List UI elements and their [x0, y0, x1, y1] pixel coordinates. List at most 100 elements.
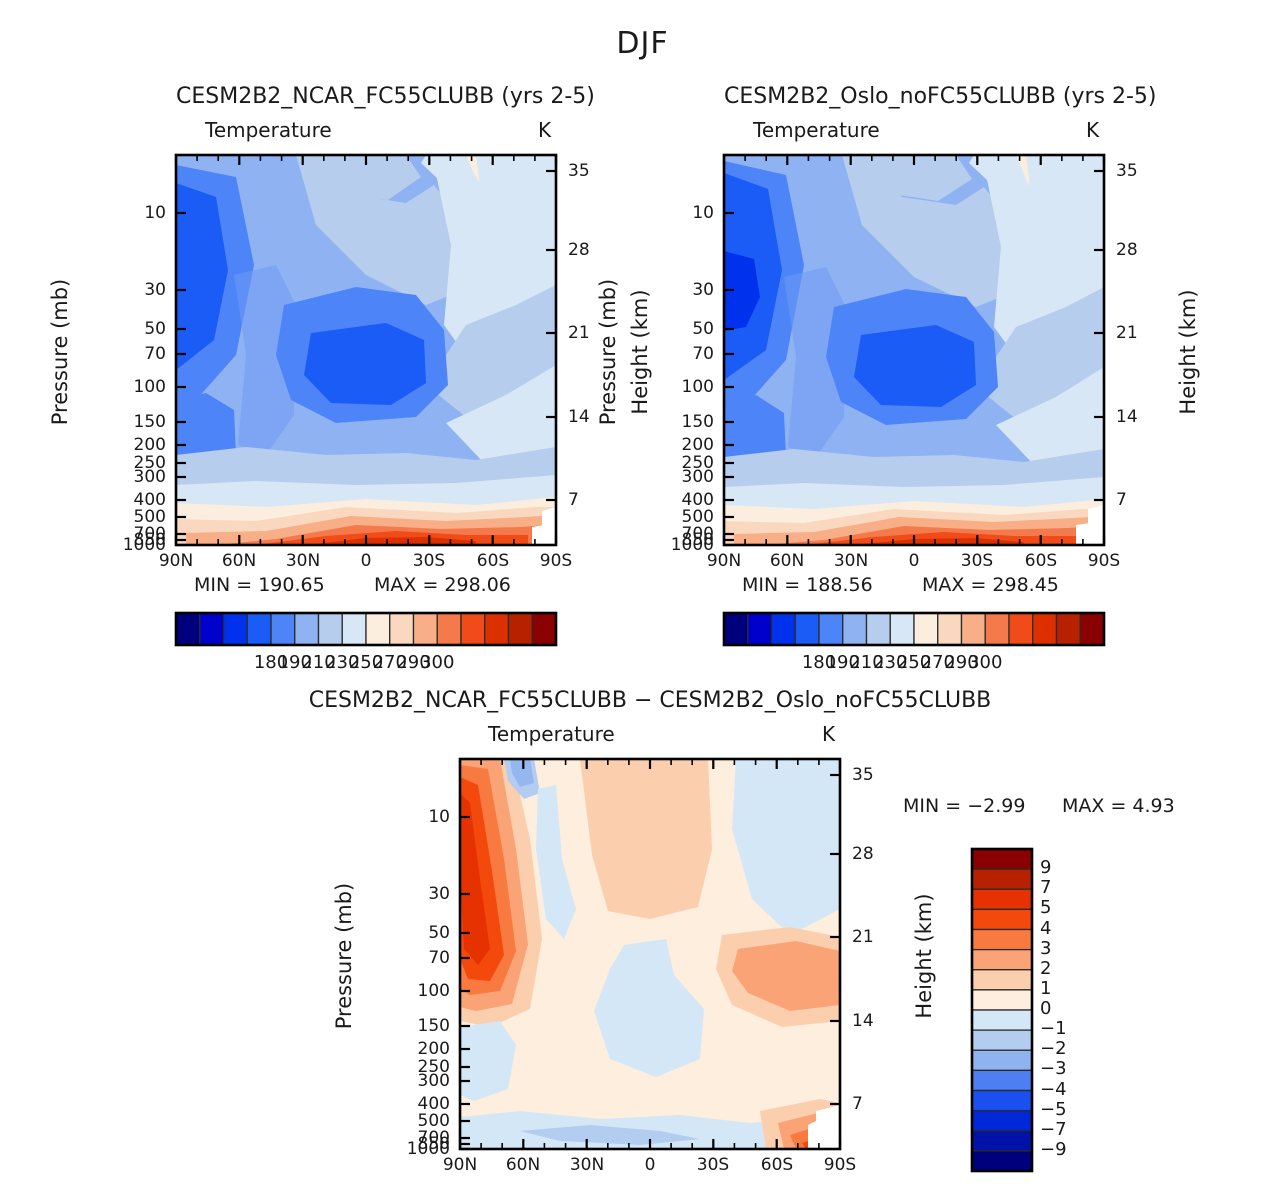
panel-right-ptick-850: 850 — [681, 530, 714, 550]
colorbar-tick-label: −9 — [1040, 1138, 1067, 1160]
colorbar-cell — [971, 969, 1033, 991]
colorbar-cell — [818, 612, 844, 646]
panel-left-pressure-axis-label: Pressure (mb) — [48, 278, 72, 426]
colorbar-cell — [971, 989, 1033, 1011]
colorbar-cell — [412, 612, 438, 646]
colorbar-absolute-right[interactable] — [722, 611, 1106, 647]
colorbar-cell — [960, 612, 986, 646]
colorbar-cell — [770, 612, 796, 646]
colorbar-cell — [365, 612, 391, 646]
colorbar-tick-label: 290 — [944, 652, 979, 673]
panel-diff-ptick-150: 150 — [417, 1016, 450, 1036]
panel-diff-max-label: MAX = 4.93 — [1062, 795, 1175, 817]
colorbar-cell — [937, 612, 963, 646]
panel-left-htick-21: 21 — [568, 323, 590, 343]
panel-left-ptick-500: 500 — [133, 507, 166, 527]
panel-left-min-label: MIN = 190.65 — [194, 574, 325, 596]
colorbar-tick-label: 300 — [420, 652, 455, 673]
panel-right-ptick-300: 300 — [681, 467, 714, 487]
panel-left-x-minor-ticks — [196, 155, 536, 545]
panel-right-ptick-200: 200 — [681, 435, 714, 455]
colorbar-cell — [270, 612, 296, 646]
panel-left-ptick-50: 50 — [144, 319, 166, 339]
colorbar-cell — [747, 612, 773, 646]
panel-diff-height-axis-label: Height (km) — [912, 893, 936, 1019]
colorbar-cell — [971, 1069, 1033, 1092]
panel-left-plot[interactable] — [174, 153, 558, 547]
colorbar-tick-label: 2 — [1040, 957, 1052, 979]
panel-left-htick-14: 14 — [568, 407, 590, 427]
colorbar-tick-label: −5 — [1040, 1098, 1067, 1120]
colorbar-difference[interactable] — [970, 847, 1034, 1173]
colorbar-cell — [865, 612, 891, 646]
colorbar-cell — [531, 612, 557, 646]
panel-diff-plot[interactable] — [458, 757, 842, 1151]
panel-right-htick-14: 14 — [1116, 407, 1138, 427]
panel-diff-pressure-axis-label: Pressure (mb) — [332, 882, 356, 1030]
panel-right-ptick-500: 500 — [681, 507, 714, 527]
colorbar-cell — [222, 612, 248, 646]
panel-diff-xtick-30S: 30S — [696, 1155, 730, 1175]
panel-diff-ptick-1000: 1000 — [406, 1139, 450, 1159]
panel-right-xtick-30N: 30N — [833, 551, 869, 571]
colorbar-cell — [1008, 612, 1034, 646]
colorbar-tick-label: −4 — [1040, 1078, 1067, 1100]
colorbar-cell — [460, 612, 486, 646]
colorbar-cell — [889, 612, 915, 646]
colorbar-cell — [971, 1009, 1033, 1031]
colorbar-cell — [436, 612, 462, 646]
colorbar-cell — [971, 908, 1033, 931]
panel-right-height-axis-label: Height (km) — [1176, 289, 1200, 415]
colorbar-cell — [913, 612, 939, 646]
panel-left-ptick-1000: 1000 — [122, 535, 166, 555]
colorbar-cell — [389, 612, 415, 646]
colorbar-cell — [971, 948, 1033, 971]
panel-left-xtick-30S: 30S — [412, 551, 446, 571]
panel-left-htick-28: 28 — [568, 240, 590, 260]
colorbar-tick-label: −2 — [1040, 1038, 1067, 1060]
panel-left-xtick-60S: 60S — [476, 551, 510, 571]
colorbar-cell — [971, 868, 1033, 890]
panel-diff-ptick-10: 10 — [428, 807, 450, 827]
colorbar-tick-label: 190 — [825, 652, 860, 673]
colorbar-cell — [971, 888, 1033, 911]
panel-right-ptick-30: 30 — [692, 280, 714, 300]
panel-diff-htick-21: 21 — [852, 927, 874, 947]
colorbar-tick-label: 300 — [968, 652, 1003, 673]
colorbar-tick-label: 0 — [1040, 998, 1052, 1019]
colorbar-tick-label: 5 — [1040, 897, 1052, 919]
colorbar-cell — [175, 612, 201, 646]
panel-diff-xtick-90S: 90S — [823, 1155, 857, 1175]
panel-diff-ptick-100: 100 — [417, 981, 450, 1001]
panel-diff-htick-7: 7 — [852, 1094, 863, 1114]
colorbar-absolute-left[interactable] — [174, 611, 558, 647]
panel-right-ptick-150: 150 — [681, 412, 714, 432]
panel-left-ptick-850: 850 — [133, 530, 166, 550]
panel-left-ptick-250: 250 — [133, 453, 166, 473]
panel-diff-xtick-30N: 30N — [569, 1155, 605, 1175]
panel-right-xtick-0: 0 — [908, 551, 920, 571]
colorbar-cell — [971, 1109, 1033, 1132]
colorbar-cell — [971, 1089, 1033, 1112]
panel-right-xtick-60N: 60N — [769, 551, 805, 571]
panel-left-ptick-10: 10 — [144, 203, 166, 223]
panel-right-xtick-90S: 90S — [1087, 551, 1121, 571]
panel-right-ptick-1000: 1000 — [670, 535, 714, 555]
panel-right-htick-7: 7 — [1116, 490, 1127, 510]
colorbar-tick-label: 180 — [801, 652, 837, 673]
colorbar-tick-label: −3 — [1040, 1058, 1067, 1080]
colorbar-tick-label: 270 — [920, 652, 955, 673]
panel-left-height-ticks — [546, 169, 556, 502]
colorbar-cell — [842, 612, 868, 646]
panel-right-ptick-70: 70 — [692, 344, 714, 364]
panel-right-xtick-90N: 90N — [706, 551, 742, 571]
panel-left-contour-field — [176, 155, 556, 545]
colorbar-cell — [507, 612, 533, 646]
panel-diff-ptick-400: 400 — [417, 1094, 450, 1114]
panel-diff-ptick-700: 700 — [417, 1128, 450, 1148]
panel-right-variable-label: Temperature — [753, 118, 880, 142]
colorbar-tick-label: 290 — [396, 652, 431, 673]
colorbar-tick-label: 1 — [1040, 977, 1052, 999]
panel-right-plot[interactable] — [722, 153, 1106, 547]
panel-diff-pressure-ticks — [460, 815, 470, 1151]
